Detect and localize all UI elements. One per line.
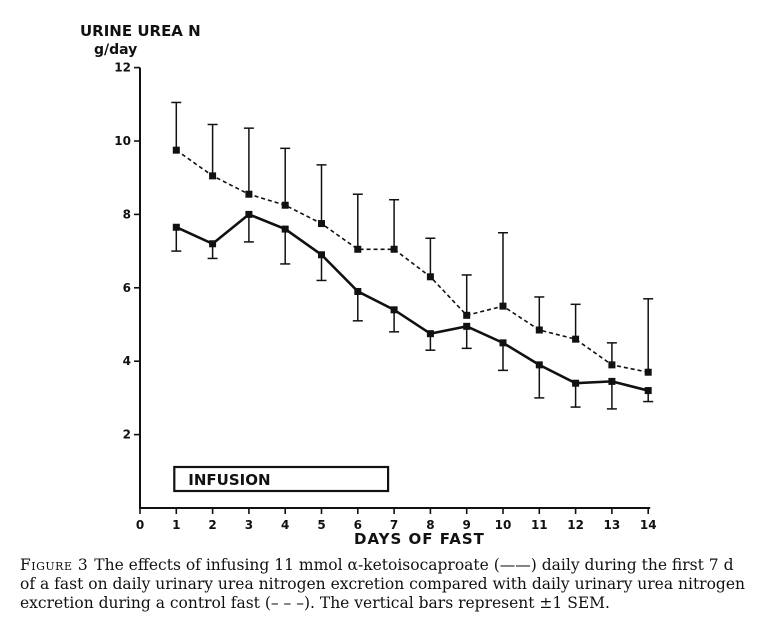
data-point [535, 361, 543, 369]
y-axis-label: URINE UREA N [80, 22, 201, 40]
x-tick-label: 14 [640, 518, 657, 532]
data-point [318, 251, 325, 259]
x-tick-label: 13 [604, 518, 621, 532]
data-point [644, 387, 652, 395]
data-point [463, 322, 471, 330]
infusion-bar [173, 465, 390, 493]
x-tick-label: 6 [354, 518, 362, 532]
data-point [463, 311, 471, 319]
series-dashed [171, 101, 654, 376]
data-point [608, 361, 616, 369]
data-point [354, 287, 362, 295]
data-point [499, 302, 507, 310]
infusion-annotation: INFUSION [173, 465, 390, 493]
x-axis-label: DAYS OF FAST [354, 530, 485, 548]
data-point [499, 339, 507, 347]
figure-label: Figure 3 [20, 556, 89, 574]
y-tick-label: 4 [123, 354, 131, 368]
data-point [281, 201, 289, 209]
data-point [608, 377, 616, 385]
x-tick-label: 8 [426, 518, 434, 532]
y-tick-label: 8 [123, 207, 131, 221]
x-tick-label: 1 [172, 518, 180, 532]
data-point [390, 306, 398, 314]
x-tick-label: 0 [136, 518, 144, 532]
data-point [245, 190, 253, 198]
data-point [354, 245, 362, 253]
x-tick-label: 9 [463, 518, 471, 532]
x-tick-label: 2 [208, 518, 216, 532]
x-tick-label: 4 [281, 518, 289, 532]
figure-caption: Figure 3 The effects of infusing 11 mmol … [20, 556, 750, 613]
data-point [535, 326, 543, 334]
data-point [572, 379, 580, 387]
series-line [175, 149, 649, 373]
x-tick-label: 10 [495, 518, 512, 532]
data-point [209, 240, 217, 248]
data-point [209, 172, 217, 180]
y-axis-unit: g/day [94, 42, 137, 58]
x-tick-label: 11 [531, 518, 548, 532]
data-point [390, 245, 398, 253]
data-point [426, 273, 434, 281]
infusion-label: INFUSION [188, 471, 270, 489]
caption-text: The effects of infusing 11 mmol α-ketois… [20, 556, 745, 612]
plot-area [171, 101, 654, 410]
x-tick-label: 3 [245, 518, 253, 532]
data-point [426, 330, 434, 338]
x-tick-label: 7 [390, 518, 398, 532]
series-solid [171, 210, 654, 410]
data-point [318, 220, 325, 228]
x-tick-label: 12 [567, 518, 584, 532]
data-point [245, 210, 253, 218]
data-point [281, 225, 289, 233]
data-point [644, 368, 652, 376]
x-tick-label: 5 [317, 518, 325, 532]
y-tick-label: 12 [114, 61, 131, 75]
data-point [172, 146, 180, 154]
data-point [172, 223, 180, 231]
y-tick-label: 2 [123, 428, 131, 442]
series-line [175, 212, 649, 392]
data-point [572, 335, 580, 343]
y-tick-label: 6 [123, 281, 131, 295]
y-tick-label: 10 [114, 134, 131, 148]
